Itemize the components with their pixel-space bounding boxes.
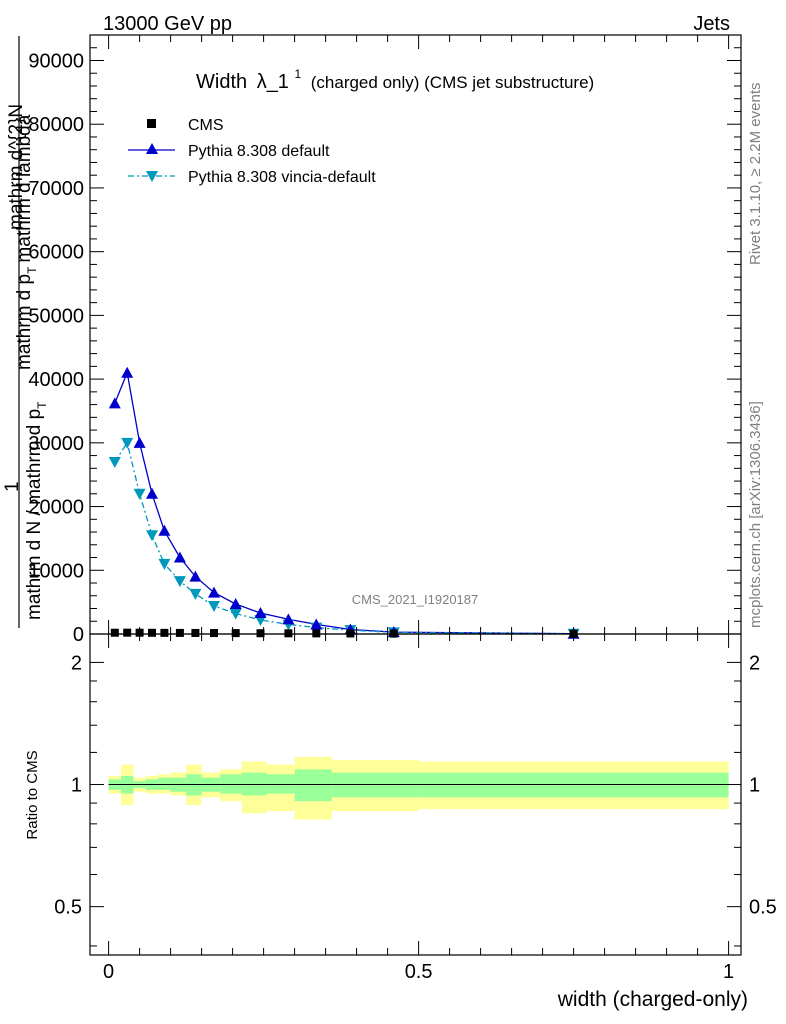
- point-pythia-default-3: [146, 487, 158, 499]
- point-vincia-4: [158, 558, 171, 570]
- point-cms-8: [231, 629, 240, 638]
- legend-label-vincia: Pythia 8.308 vincia-default: [188, 169, 376, 186]
- point-pythia-default-0: [108, 397, 121, 409]
- point-vincia-1: [121, 437, 134, 449]
- point-vincia-8: [229, 608, 242, 620]
- point-pythia-default-7: [208, 586, 220, 598]
- legend-marker-vincia: [146, 171, 158, 182]
- ratio-tick-label-left-1: 1: [71, 775, 82, 797]
- point-pythia-default-1: [121, 366, 134, 378]
- energy-label: 13000 GeV pp: [103, 13, 232, 35]
- mcplots-label: mcplots.cern.ch [arXiv:1306.3436]: [747, 401, 764, 628]
- y-tick-label-3: 30000: [28, 433, 84, 455]
- point-cms-1: [123, 628, 132, 637]
- point-cms-6: [191, 628, 200, 637]
- ratio-band-inner-9: [241, 772, 267, 796]
- ratio-tick-label-right-1: 1: [749, 775, 760, 797]
- ratio-y-axis-label: Ratio to CMS: [24, 750, 41, 839]
- legend-label-pythia-default: Pythia 8.308 default: [188, 143, 330, 160]
- ratio-tick-label-right-2: 2: [749, 652, 760, 674]
- point-cms-4: [160, 628, 169, 637]
- point-cms-10: [284, 629, 293, 638]
- y-tick-label-6: 60000: [28, 242, 84, 264]
- point-pythia-default-6: [189, 570, 202, 582]
- y-tick-label-9: 90000: [28, 50, 84, 72]
- point-vincia-2: [133, 488, 146, 500]
- point-vincia-7: [208, 600, 220, 612]
- ratio-tick-label-right-0: 0.5: [749, 897, 777, 919]
- point-vincia-3: [146, 530, 158, 542]
- ratio-band-inner-11: [294, 769, 332, 802]
- ylabel-one: 1: [2, 481, 23, 492]
- legend-marker-pythia-default: [146, 143, 158, 154]
- ratio-tick-label-left-0: 0.5: [54, 897, 82, 919]
- y-tick-label-4: 40000: [28, 369, 84, 391]
- title-width: Width: [196, 71, 247, 93]
- point-vincia-6: [189, 588, 202, 600]
- legend: CMS Pythia 8.308 default Pythia 8.308 vi…: [128, 117, 376, 186]
- ylabel-dN: mathrm d^{2}N: [6, 104, 27, 230]
- point-pythia-default-9: [254, 606, 267, 618]
- point-cms-3: [148, 628, 156, 637]
- y-tick-label-0: 0: [73, 624, 84, 646]
- point-vincia-0: [108, 456, 121, 468]
- main-plot-axes: 0 10000 20000 30000 40000 50000 60000 70000 8000…: [28, 35, 741, 646]
- legend-marker-cms: [147, 119, 156, 128]
- point-pythia-default-2: [133, 436, 146, 448]
- series-line-vincia: [114, 441, 574, 635]
- ratio-plot-frame: [89, 633, 742, 956]
- point-pythia-default-5: [173, 551, 186, 563]
- y-tick-label-7: 70000: [28, 178, 84, 200]
- point-pythia-default-11: [310, 618, 323, 630]
- x-tick-label-0: 0: [103, 961, 114, 983]
- x-tick-label-1: 0.5: [405, 961, 433, 983]
- point-cms-7: [210, 629, 218, 638]
- analysis-label: CMS_2021_I1920187: [352, 592, 479, 607]
- y-tick-label-8: 80000: [28, 114, 84, 136]
- rivet-label: Rivet 3.1.10, ≥ 2.2M events: [747, 83, 764, 266]
- ylabel-denominator: mathrm d N / mathrm d pT: [24, 401, 49, 620]
- point-vincia-5: [173, 576, 186, 588]
- title-superscript: 1: [295, 67, 302, 81]
- y-tick-label-1: 10000: [28, 560, 84, 582]
- title-lambda: λ_1: [257, 71, 289, 93]
- y-tick-label-5: 50000: [28, 305, 84, 327]
- x-tick-label-2: 1: [723, 961, 734, 983]
- point-pythia-default-8: [229, 598, 242, 610]
- point-cms-5: [175, 628, 184, 637]
- x-axis-label: width (charged-only): [557, 988, 748, 1011]
- series-line-pythia-default: [114, 370, 574, 635]
- point-cms-0: [110, 628, 119, 637]
- plot-title: Width λ_1 1 (charged only) (CMS jet subs…: [196, 61, 594, 93]
- ratio-band-inner-8: [220, 774, 242, 794]
- ratio-band-inner-10: [266, 774, 295, 794]
- category-label: Jets: [693, 13, 730, 35]
- ratio-plot-marks: [108, 756, 729, 820]
- ratio-tick-label-left-2: 2: [71, 652, 82, 674]
- main-plot-marks: [108, 366, 580, 640]
- point-pythia-default-10: [282, 613, 295, 625]
- title-suffix: (charged only) (CMS jet substructure): [311, 73, 594, 92]
- point-pythia-default-4: [158, 524, 171, 536]
- ratio-band-inner-4: [158, 777, 171, 790]
- ratio-plot-axes: 0 0.5 1 0.5 0.5 1 1 2 2: [54, 634, 777, 983]
- y-tick-label-2: 20000: [28, 497, 84, 519]
- legend-label-cms: CMS: [188, 117, 224, 134]
- point-cms-9: [256, 629, 265, 638]
- point-cms-11: [312, 629, 321, 638]
